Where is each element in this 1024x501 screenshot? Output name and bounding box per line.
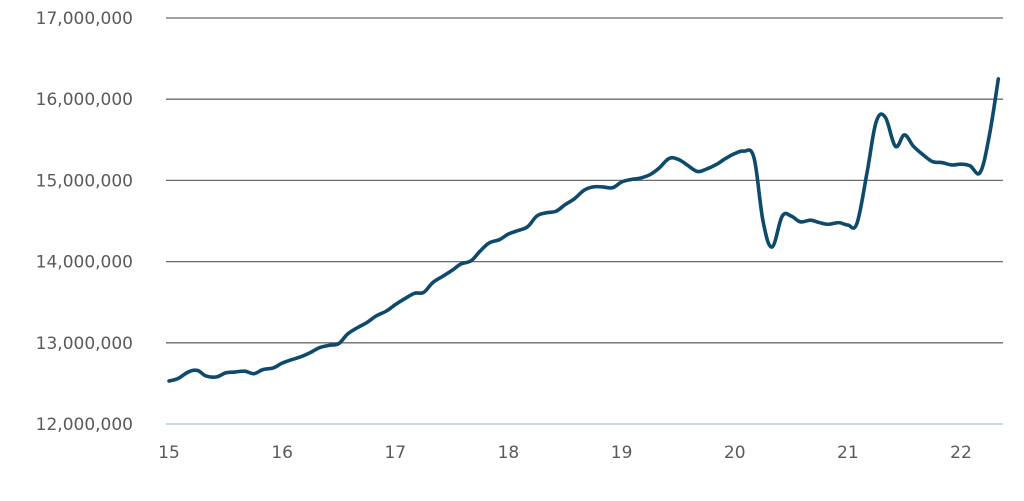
y-tick-label: 14,000,000 [36,253,133,273]
x-axis-tick-labels: 15 16 17 18 19 20 21 22 [158,443,972,463]
grid-lines [166,17,1003,425]
y-tick-label: 13,000,000 [36,334,133,354]
x-tick-label: 19 [611,443,633,463]
x-tick-label: 16 [271,443,293,463]
y-tick-label: 12,000,000 [36,415,133,435]
y-tick-label: 17,000,000 [36,9,133,29]
y-tick-label: 16,000,000 [36,90,133,110]
series-layer [167,77,1001,383]
y-tick-label: 15,000,000 [36,171,133,191]
x-tick-label: 22 [950,443,972,463]
x-tick-label: 21 [837,443,859,463]
x-tick-label: 18 [498,443,520,463]
x-tick-label: 17 [384,443,406,463]
series-line [167,77,1001,383]
y-axis-tick-labels: 12,000,000 13,000,000 14,000,000 15,000,000… [36,9,133,435]
x-tick-label: 15 [158,443,180,463]
x-tick-label: 20 [724,443,746,463]
